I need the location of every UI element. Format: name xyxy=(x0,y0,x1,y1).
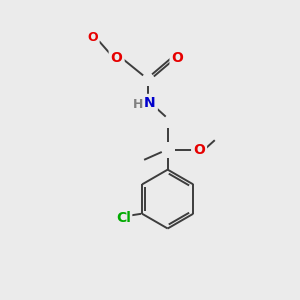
Text: H: H xyxy=(133,98,143,111)
Text: O: O xyxy=(88,31,98,44)
Text: O: O xyxy=(193,143,205,157)
Text: O: O xyxy=(111,51,123,65)
Text: O: O xyxy=(172,51,183,65)
Text: N: N xyxy=(144,96,156,110)
Text: Cl: Cl xyxy=(116,211,131,225)
